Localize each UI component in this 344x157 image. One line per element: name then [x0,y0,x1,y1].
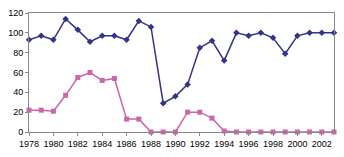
svg-text:1990: 1990 [165,139,185,149]
svg-text:80: 80 [13,48,23,58]
svg-text:2000: 2000 [287,139,307,149]
svg-text:1988: 1988 [141,139,161,149]
svg-text:1980: 1980 [43,139,63,149]
svg-text:20: 20 [13,107,23,117]
svg-text:1992: 1992 [190,139,210,149]
svg-text:2002: 2002 [312,139,332,149]
svg-text:60: 60 [13,68,23,78]
svg-text:0: 0 [18,127,23,137]
svg-text:1998: 1998 [263,139,283,149]
svg-text:1994: 1994 [214,139,234,149]
svg-text:1978: 1978 [19,139,39,149]
svg-text:1982: 1982 [68,139,88,149]
svg-text:1996: 1996 [239,139,259,149]
svg-text:1986: 1986 [117,139,137,149]
svg-text:120: 120 [8,8,23,18]
svg-text:1984: 1984 [92,139,112,149]
svg-text:40: 40 [13,87,23,97]
svg-text:100: 100 [8,28,23,38]
